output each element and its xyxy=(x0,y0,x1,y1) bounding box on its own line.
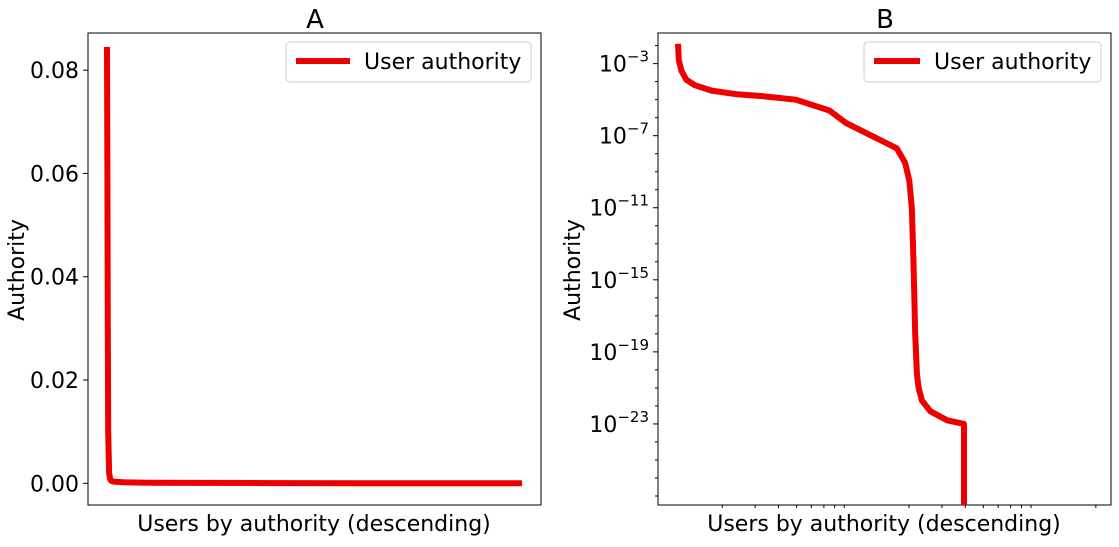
chart-a-y-axis-label: Authority xyxy=(5,219,30,321)
chart-a-series-line xyxy=(104,46,522,487)
chart-b-y-tick-label: 10−3 xyxy=(599,48,649,78)
chart-a-y-tick-label: 0.06 xyxy=(30,162,79,187)
chart-b-minor-ticks xyxy=(655,45,1097,508)
chart-b-legend-box xyxy=(863,41,1102,83)
chart-b-y-axis-label: Authority xyxy=(561,219,586,321)
chart-a: A 0.00 0.02 0.04 0.06 0.08 Users by authorit… xyxy=(5,5,542,537)
chart-b-legend-label: User authority xyxy=(934,50,1091,75)
chart-b-y-tick-label: 10−19 xyxy=(589,336,649,366)
chart-b-title: B xyxy=(876,5,894,35)
chart-a-lines xyxy=(104,46,522,487)
chart-b-series-line xyxy=(675,43,967,505)
chart-b: B 10−3 10−7 10−11 10−15 10−19 10−23 Users by … xyxy=(561,5,1112,537)
chart-a-title: A xyxy=(306,5,324,35)
chart-b-lines xyxy=(675,43,967,505)
chart-a-axes-frame xyxy=(87,32,542,506)
chart-a-legend: User authority xyxy=(285,41,532,83)
chart-a-legend-box xyxy=(285,41,532,83)
chart-a-legend-label: User authority xyxy=(364,50,521,75)
chart-b-y-ticks: 10−3 10−7 10−11 10−15 10−19 10−23 xyxy=(589,48,658,438)
chart-a-y-tick-label: 0.00 xyxy=(30,472,79,497)
chart-b-y-tick-label: 10−7 xyxy=(599,120,649,150)
chart-b-y-tick-label: 10−11 xyxy=(589,192,649,222)
chart-a-y-tick-label: 0.02 xyxy=(30,369,79,394)
chart-a-y-tick-label: 0.08 xyxy=(30,59,79,84)
chart-b-y-tick-label: 10−15 xyxy=(589,264,649,294)
chart-b-legend: User authority xyxy=(863,41,1102,83)
chart-a-x-axis-label: Users by authority (descending) xyxy=(137,512,491,537)
chart-a-y-tick-label: 0.04 xyxy=(30,266,79,291)
chart-b-y-tick-label: 10−23 xyxy=(589,408,649,438)
chart-a-y-ticks: 0.00 0.02 0.04 0.06 0.08 xyxy=(30,59,88,497)
chart-b-axes-frame xyxy=(657,32,1112,506)
chart-b-x-axis-label: Users by authority (descending) xyxy=(707,512,1061,537)
